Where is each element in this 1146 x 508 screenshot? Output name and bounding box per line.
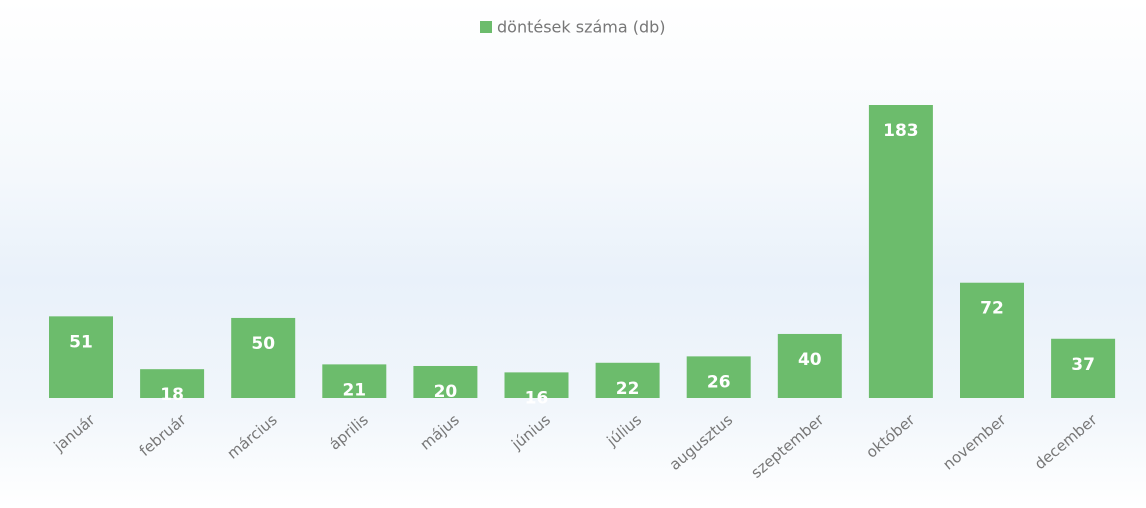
data-label: 16 [525,388,549,408]
bar [413,365,478,398]
bar [960,282,1024,398]
data-label: 26 [707,372,731,392]
data-label: 183 [883,121,919,141]
bar [868,105,933,398]
data-label: 40 [798,350,822,370]
bar [49,316,113,398]
bar [140,369,205,398]
bar [322,364,387,398]
bar [595,362,660,398]
data-label: 37 [1071,355,1095,375]
data-label: 22 [616,379,640,399]
data-label: 18 [160,385,184,405]
bar [1051,338,1116,398]
legend-label: döntések száma (db) [497,18,666,37]
bar [777,333,842,398]
bar [231,317,296,398]
data-label: 51 [69,332,93,352]
data-label: 72 [980,299,1004,319]
data-label: 20 [434,382,458,402]
bar [686,356,751,398]
data-label: 50 [251,334,275,354]
legend-swatch [480,21,492,33]
bar [504,372,569,398]
data-label: 21 [342,380,366,400]
